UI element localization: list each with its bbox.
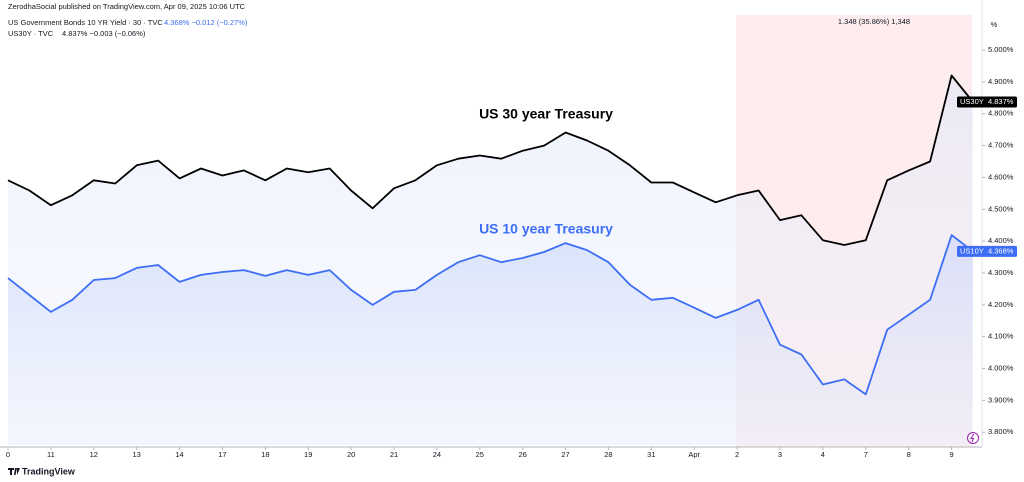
y-tick-label: 4.600% bbox=[988, 172, 1014, 181]
x-tick-label: 17 bbox=[218, 450, 226, 459]
x-tick-label: 26 bbox=[518, 450, 526, 459]
line bbox=[7, 234, 974, 396]
x-tick-label: 13 bbox=[132, 450, 140, 459]
annotation: US 10 year Treasury bbox=[479, 221, 613, 237]
symbol-30y: US30Y · TVC bbox=[8, 29, 54, 38]
measure-label: 1.348 (35.86%) 1,348 bbox=[838, 17, 910, 26]
y-tick-label: 4.700% bbox=[988, 141, 1014, 150]
y-tick-label: 4.200% bbox=[988, 300, 1014, 309]
x-tick-label: Apr bbox=[688, 450, 700, 459]
price-tag-name: US10Y bbox=[960, 246, 984, 255]
price-tag: US30Y 4.837% bbox=[957, 96, 1017, 108]
y-tick-label: 4.100% bbox=[988, 332, 1014, 341]
annotation: US 30 year Treasury bbox=[479, 106, 613, 122]
x-tick-label: 31 bbox=[647, 450, 655, 459]
x-tick-label: 0 bbox=[6, 450, 10, 459]
x-tick-label: 3 bbox=[778, 450, 782, 459]
y-tick-label: 5.000% bbox=[988, 45, 1014, 54]
alert-icon[interactable] bbox=[967, 432, 979, 444]
plot bbox=[8, 75, 973, 445]
y-tick-label: 4.400% bbox=[988, 236, 1014, 245]
price-tag: US10Y 4.368% bbox=[957, 245, 1017, 257]
x-tick-label: 12 bbox=[90, 450, 98, 459]
x-tick-label: 4 bbox=[821, 450, 825, 459]
alert-bolt bbox=[970, 433, 975, 443]
y-tick-label: 4.800% bbox=[988, 109, 1014, 118]
x-tick-label: 24 bbox=[433, 450, 441, 459]
quote-30y: 4.837% −0.003 (−0.06%) bbox=[62, 29, 146, 38]
price-tag-box bbox=[957, 245, 1017, 257]
y-tick-label: 4.500% bbox=[988, 204, 1014, 213]
x-tick-label: 21 bbox=[390, 450, 398, 459]
x-tick-label: 7 bbox=[864, 450, 868, 459]
brand: TradingView bbox=[22, 466, 76, 476]
x-tick-label: 20 bbox=[347, 450, 355, 459]
x-tick-label: 28 bbox=[604, 450, 612, 459]
x-tick-label: 27 bbox=[561, 450, 569, 459]
x-tick-label: 2 bbox=[735, 450, 739, 459]
publisher: ZerodhaSocial published on TradingView.c… bbox=[8, 2, 246, 11]
x-tick-label: 18 bbox=[261, 450, 269, 459]
price-tag-value: 4.837% bbox=[988, 97, 1014, 106]
y-tick-label: 3.900% bbox=[988, 395, 1014, 404]
price-tag-box bbox=[957, 96, 1017, 108]
axis-unit: % bbox=[991, 20, 998, 29]
price-tag-value: 4.368% bbox=[988, 246, 1014, 255]
area bbox=[8, 235, 973, 445]
symbol-10y: US Government Bonds 10 YR Yield · 30 · T… bbox=[8, 18, 163, 27]
x-tick-label: 19 bbox=[304, 450, 312, 459]
x-tick-label: 9 bbox=[949, 450, 953, 459]
x-tick-label: 25 bbox=[476, 450, 484, 459]
logo: TradingView bbox=[8, 466, 76, 476]
x-tick-label: 8 bbox=[907, 450, 911, 459]
price-tag-name: US30Y bbox=[960, 97, 984, 106]
y-tick-label: 4.300% bbox=[988, 268, 1014, 277]
y-tick-label: 4.000% bbox=[988, 364, 1014, 373]
quote-10y: 4.368% −0.012 (−0.27%) bbox=[164, 18, 248, 27]
y-tick-label: 4.900% bbox=[988, 77, 1014, 86]
x-tick-label: 14 bbox=[175, 450, 183, 459]
y-tick-label: 3.800% bbox=[988, 427, 1014, 436]
line bbox=[7, 74, 974, 246]
x-tick-label: 11 bbox=[47, 450, 55, 459]
